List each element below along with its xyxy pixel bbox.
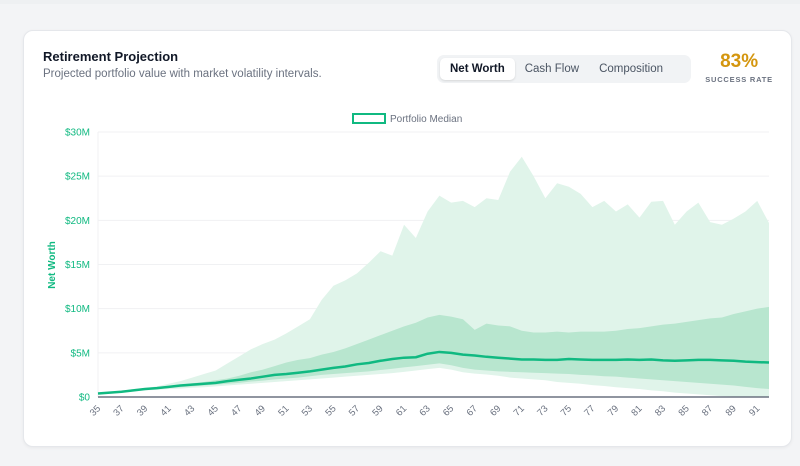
median-line (97, 350, 770, 395)
card-title: Retirement Projection (43, 49, 179, 64)
x-tick-label: 77 (582, 403, 597, 418)
success-rate: 83% SUCCESS RATE (705, 51, 773, 84)
x-tick-label: 91 (747, 403, 762, 418)
legend-swatch (352, 113, 386, 124)
x-tick-label: 65 (441, 403, 456, 418)
x-tick-label: 45 (206, 403, 221, 418)
tab-cash-flow[interactable]: Cash Flow (524, 63, 580, 75)
x-tick-label: 81 (629, 403, 644, 418)
x-tick-label: 55 (323, 403, 338, 418)
x-tick-label: 49 (253, 403, 268, 418)
y-tick-label: $10M (65, 304, 90, 315)
x-tick-label: 35 (88, 403, 103, 418)
inner-volatility-band (98, 306, 769, 394)
legend-label: Portfolio Median (390, 114, 462, 125)
x-tick-label: 73 (535, 403, 550, 418)
success-rate-value: 83% (720, 51, 759, 72)
x-tick-label: 85 (676, 403, 691, 418)
y-tick-label: $15M (65, 260, 90, 271)
x-tick-label: 89 (724, 403, 739, 418)
x-tick-label: 57 (347, 403, 362, 418)
x-tick-label: 37 (111, 403, 126, 418)
y-tick-label: $0 (79, 393, 91, 404)
x-tick-label: 79 (606, 403, 621, 418)
card-subtitle: Projected portfolio value with market vo… (43, 68, 322, 80)
tab-composition[interactable]: Composition (599, 63, 663, 75)
x-tick-label: 71 (512, 403, 527, 418)
x-tick-label: 47 (229, 403, 244, 418)
x-tick-label: 67 (465, 403, 480, 418)
x-tick-label: 43 (182, 403, 197, 418)
view-tabs: Net Worth Cash Flow Composition (437, 55, 691, 83)
x-tick-label: 59 (370, 403, 385, 418)
y-tick-label: $20M (65, 216, 90, 227)
y-axis-label: Net Worth (47, 241, 58, 289)
top-bar (0, 0, 800, 4)
x-tick-label: 69 (488, 403, 503, 418)
x-tick-label: 53 (300, 403, 315, 418)
x-tick-label: 75 (559, 403, 574, 418)
x-tick-label: 87 (700, 403, 715, 418)
tab-net-worth[interactable]: Net Worth (440, 58, 515, 80)
x-tick-label: 63 (417, 403, 432, 418)
x-tick-label: 41 (158, 403, 173, 418)
x-tick-label: 83 (653, 403, 668, 418)
y-tick-label: $5M (71, 348, 90, 359)
y-tick-label: $25M (65, 172, 90, 183)
legend[interactable]: Portfolio Median (352, 113, 462, 125)
x-tick-label: 39 (135, 403, 150, 418)
y-tick-label: $30M (65, 128, 90, 139)
x-tick-label: 51 (276, 403, 291, 418)
success-rate-label: SUCCESS RATE (705, 75, 773, 84)
x-tick-label: 61 (394, 403, 409, 418)
